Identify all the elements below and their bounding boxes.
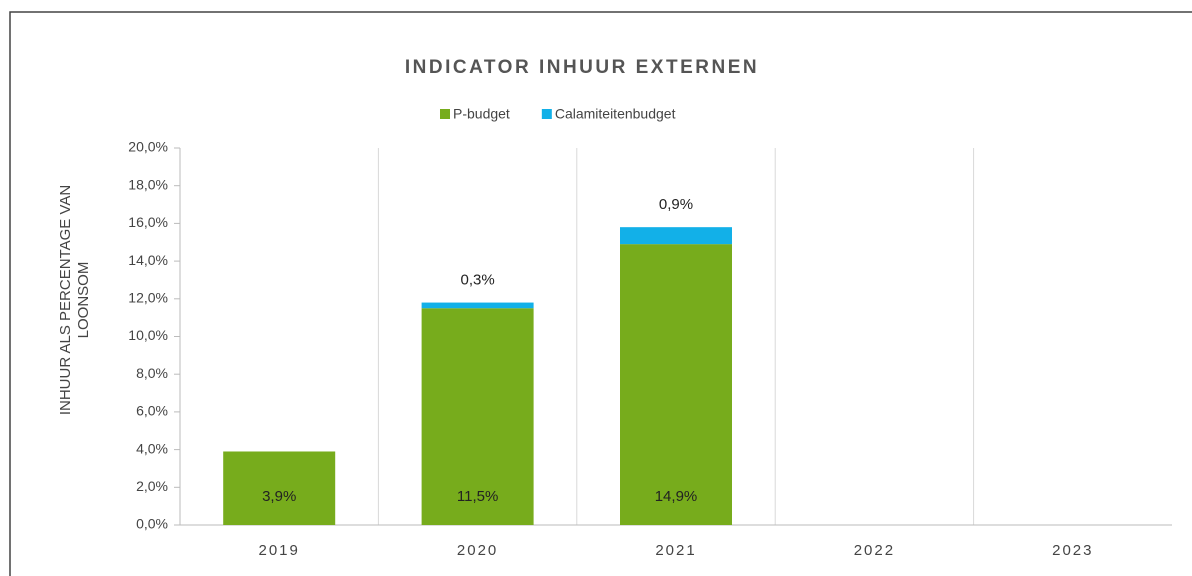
- x-tick-label: 2022: [854, 542, 895, 559]
- y-tick-label: 6,0%: [136, 403, 168, 419]
- frame: [9, 11, 1192, 576]
- y-tick-label: 8,0%: [136, 365, 168, 381]
- data-label: 0,3%: [460, 272, 494, 289]
- y-axis-title-line: LOONSOM: [75, 262, 92, 339]
- y-axis-title: INHUUR ALS PERCENTAGE VAN LOONSOM: [57, 185, 92, 415]
- bar-segment: [421, 302, 534, 309]
- legend-label: Calamiteitenbudget: [555, 106, 676, 122]
- x-tick-label: 2021: [655, 542, 696, 559]
- data-label: 14,9%: [655, 488, 698, 505]
- y-tick-label: 4,0%: [136, 440, 168, 456]
- legend-label: P-budget: [453, 106, 510, 122]
- legend-swatch: [541, 109, 552, 119]
- data-label: 0,9%: [659, 196, 693, 213]
- legend-swatch: [440, 109, 450, 119]
- y-tick-label: 0,0%: [136, 516, 168, 532]
- bar-segment: [620, 244, 732, 525]
- y-tick-label: 10,0%: [128, 327, 168, 343]
- y-tick-label: 2,0%: [136, 478, 168, 494]
- y-tick-label: 18,0%: [128, 176, 168, 192]
- bar-segment: [421, 308, 534, 525]
- y-tick-label: 12,0%: [128, 290, 168, 306]
- bar-segment: [223, 451, 336, 525]
- x-tick-label: 2023: [1052, 542, 1093, 559]
- y-axis-title-line: INHUUR ALS PERCENTAGE VAN: [57, 185, 74, 415]
- y-tick-label: 14,0%: [128, 252, 168, 268]
- x-tick-label: 2019: [259, 542, 300, 559]
- bar-segment: [620, 227, 732, 245]
- x-tick-label: 2020: [457, 542, 498, 559]
- chart-title: INDICATOR INHUUR EXTERNEN: [405, 57, 759, 78]
- data-label: 3,9%: [262, 488, 296, 505]
- data-label: 11,5%: [457, 488, 498, 505]
- y-tick-label: 20,0%: [128, 139, 168, 155]
- y-tick-label: 16,0%: [128, 214, 168, 230]
